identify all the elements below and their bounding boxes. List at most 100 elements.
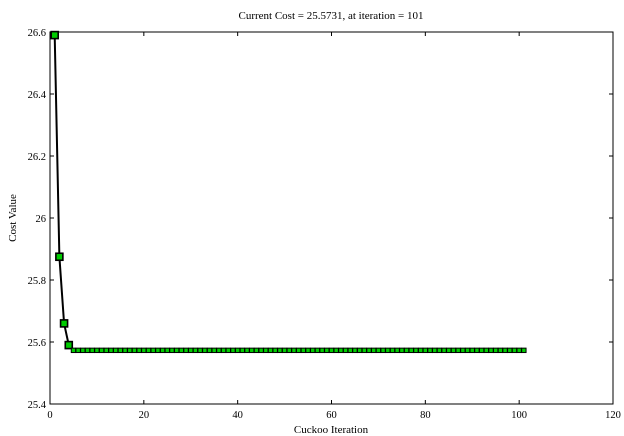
data-point-marker <box>291 347 297 354</box>
plot-area <box>49 31 614 405</box>
data-point-marker <box>173 347 180 354</box>
data-point-marker <box>286 347 292 354</box>
data-point-marker <box>103 347 109 354</box>
x-tick-label: 80 <box>420 410 431 421</box>
data-point-marker <box>371 347 377 354</box>
data-point-marker <box>347 347 353 354</box>
data-point-marker <box>75 347 81 354</box>
data-point-marker <box>446 347 452 354</box>
data-point-marker <box>225 347 231 354</box>
y-tick-label: 26 <box>36 214 47 225</box>
y-axis-label: Cost Value <box>7 194 19 242</box>
y-tick-label: 25.4 <box>28 400 47 411</box>
data-point-marker <box>305 347 311 354</box>
data-point-marker <box>164 347 170 354</box>
data-point-marker <box>50 30 59 40</box>
data-point-marker <box>244 347 250 354</box>
data-point-marker <box>70 347 77 354</box>
data-point-marker <box>112 347 119 354</box>
data-point-marker <box>478 347 485 354</box>
data-point-marker <box>488 347 494 354</box>
x-tick-label: 120 <box>605 410 621 421</box>
data-point-marker <box>366 347 372 354</box>
data-point-marker <box>192 347 199 354</box>
data-point-marker <box>89 347 95 354</box>
data-point-marker <box>328 347 335 354</box>
data-point-marker <box>141 347 147 354</box>
data-point-marker <box>483 347 490 354</box>
chart-title: Current Cost = 25.5731, at iteration = 1… <box>238 10 423 22</box>
data-point-marker <box>455 347 461 354</box>
data-point-marker <box>272 347 278 354</box>
data-point-marker <box>169 347 175 354</box>
data-point-marker <box>249 347 255 354</box>
data-point-marker <box>155 347 161 354</box>
data-point-marker <box>385 347 391 354</box>
data-point-marker <box>319 347 325 354</box>
data-point-marker <box>136 347 142 354</box>
y-tick-label: 25.8 <box>28 276 46 287</box>
data-point-marker <box>417 347 424 354</box>
data-point-marker <box>267 347 274 354</box>
data-point-marker <box>98 347 105 354</box>
data-point-marker <box>497 347 504 354</box>
series-markers <box>50 30 527 354</box>
y-tick-label: 25.6 <box>28 338 46 349</box>
x-tick-label: 40 <box>232 410 243 421</box>
data-point-marker <box>310 347 316 354</box>
data-point-marker <box>399 347 405 354</box>
data-point-marker <box>216 347 222 354</box>
data-point-marker <box>403 347 410 354</box>
data-point-marker <box>422 347 429 354</box>
data-point-marker <box>64 340 74 350</box>
data-point-marker <box>502 347 508 354</box>
data-point-marker <box>361 347 368 354</box>
data-point-marker <box>150 347 156 354</box>
data-point-marker <box>493 347 499 354</box>
data-point-marker <box>159 347 166 354</box>
data-point-marker <box>295 347 302 354</box>
data-point-marker <box>239 347 246 354</box>
y-tick-label: 26.6 <box>28 28 46 39</box>
data-point-marker <box>220 347 227 354</box>
data-point-marker <box>427 347 433 354</box>
data-point-marker <box>281 347 288 354</box>
data-point-marker <box>122 347 128 354</box>
data-point-marker <box>211 347 217 354</box>
data-point-marker <box>55 252 64 262</box>
data-point-marker <box>380 347 386 354</box>
y-tick-label: 26.2 <box>28 152 46 163</box>
data-point-marker <box>277 347 283 354</box>
data-point-marker <box>234 347 241 354</box>
data-point-marker <box>202 347 208 354</box>
x-tick-label: 100 <box>511 410 527 421</box>
data-point-marker <box>84 347 91 354</box>
data-point-marker <box>450 347 457 354</box>
data-point-marker <box>300 347 307 354</box>
data-point-marker <box>394 347 400 354</box>
data-point-marker <box>521 347 527 354</box>
data-point-marker <box>333 347 339 354</box>
data-point-marker <box>474 347 480 354</box>
data-point-marker <box>197 347 203 354</box>
data-point-marker <box>413 347 419 354</box>
data-point-marker <box>145 347 152 354</box>
data-point-marker <box>94 347 100 354</box>
data-point-marker <box>436 347 443 354</box>
x-tick-labels: 0 20 40 60 80 100 120 <box>47 410 621 421</box>
data-point-marker <box>253 347 260 354</box>
data-point-marker <box>408 347 414 354</box>
data-point-marker <box>59 319 69 328</box>
data-point-marker <box>516 347 522 354</box>
data-point-marker <box>117 347 124 354</box>
data-point-marker <box>352 347 358 354</box>
data-point-marker <box>324 347 330 354</box>
data-point-marker <box>511 347 518 354</box>
data-point-marker <box>108 347 114 354</box>
data-point-marker <box>389 347 396 354</box>
data-point-marker <box>314 347 321 354</box>
data-point-marker <box>230 347 236 354</box>
data-point-marker <box>206 347 213 354</box>
data-point-marker <box>178 347 185 354</box>
